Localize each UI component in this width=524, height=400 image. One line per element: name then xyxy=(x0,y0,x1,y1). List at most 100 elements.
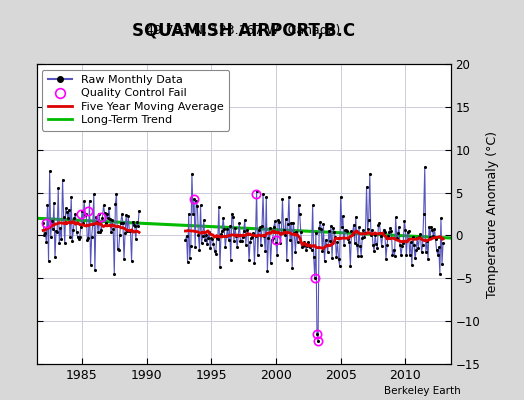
Point xyxy=(68,237,77,244)
Point xyxy=(368,227,376,233)
Point xyxy=(291,249,300,256)
Point xyxy=(67,194,75,200)
Point xyxy=(422,249,430,255)
Point xyxy=(436,215,445,222)
Point xyxy=(387,228,396,234)
Point xyxy=(302,246,310,253)
Point xyxy=(298,244,306,250)
Point xyxy=(392,235,401,241)
Point xyxy=(55,240,63,246)
Point xyxy=(250,260,259,266)
Point xyxy=(309,202,317,209)
Point xyxy=(417,249,425,255)
Point xyxy=(222,233,231,239)
Point xyxy=(340,242,348,248)
Point xyxy=(86,262,95,269)
Point xyxy=(114,247,123,253)
Point xyxy=(81,212,90,218)
Point xyxy=(427,224,435,231)
Point xyxy=(370,248,378,254)
Point xyxy=(339,213,347,219)
Point xyxy=(125,228,134,235)
Point xyxy=(321,237,330,243)
Point xyxy=(325,228,333,234)
Point xyxy=(219,215,227,222)
Point xyxy=(116,219,125,226)
Point xyxy=(260,233,268,239)
Point xyxy=(421,164,429,170)
Point xyxy=(191,244,199,250)
Point xyxy=(218,228,226,234)
Point xyxy=(265,225,274,232)
Point xyxy=(281,216,290,223)
Point xyxy=(97,227,105,234)
Point xyxy=(414,245,422,251)
Point xyxy=(426,234,434,240)
Point xyxy=(49,226,57,232)
Point xyxy=(196,202,205,209)
Point xyxy=(272,239,280,246)
Point xyxy=(360,233,368,240)
Point xyxy=(350,222,358,228)
Point xyxy=(315,225,323,231)
Point xyxy=(74,236,83,242)
Point xyxy=(135,208,143,214)
Point xyxy=(292,229,301,236)
Point xyxy=(183,259,192,266)
Point xyxy=(300,239,308,246)
Point xyxy=(129,222,138,228)
Point xyxy=(401,226,410,233)
Point xyxy=(371,232,379,238)
Title: SQUAMISH AIRPORT,B.C: SQUAMISH AIRPORT,B.C xyxy=(132,22,355,40)
Point xyxy=(96,229,104,236)
Point xyxy=(410,242,418,248)
Text: 49.783 N, 123.167 W (Canada): 49.783 N, 123.167 W (Canada) xyxy=(147,24,341,37)
Point xyxy=(209,241,217,247)
Point xyxy=(65,206,73,213)
Point xyxy=(336,194,345,200)
Point xyxy=(384,232,392,239)
Point xyxy=(341,227,349,233)
Point xyxy=(41,230,49,236)
Point xyxy=(210,248,219,254)
Point xyxy=(80,198,89,204)
Point xyxy=(39,219,47,226)
Point xyxy=(208,236,216,242)
Point xyxy=(264,235,272,242)
Point xyxy=(375,220,384,226)
Point xyxy=(78,208,86,215)
Point xyxy=(381,229,389,235)
Point xyxy=(126,228,135,234)
Point xyxy=(293,238,302,245)
Point xyxy=(356,242,364,249)
Point xyxy=(376,233,385,239)
Point xyxy=(419,242,427,248)
Point xyxy=(64,215,72,222)
Point xyxy=(373,244,381,251)
Point xyxy=(409,234,417,240)
Point xyxy=(228,214,237,220)
Point xyxy=(352,214,360,220)
Point xyxy=(43,202,52,209)
Point xyxy=(207,235,215,241)
Point xyxy=(318,248,326,254)
Point xyxy=(248,234,256,240)
Point xyxy=(241,217,249,223)
Point xyxy=(420,210,428,217)
Point xyxy=(385,229,394,236)
Point xyxy=(434,244,443,250)
Point xyxy=(110,271,118,277)
Point xyxy=(322,242,331,248)
Point xyxy=(413,235,421,241)
Point xyxy=(432,247,441,253)
Point xyxy=(181,237,190,244)
Point xyxy=(337,223,346,230)
Point xyxy=(90,191,98,198)
Point xyxy=(263,268,271,274)
Point xyxy=(106,216,114,223)
Point xyxy=(111,201,119,207)
Point xyxy=(193,202,202,209)
Point xyxy=(289,220,298,226)
Point xyxy=(203,241,211,247)
Point xyxy=(327,222,335,229)
